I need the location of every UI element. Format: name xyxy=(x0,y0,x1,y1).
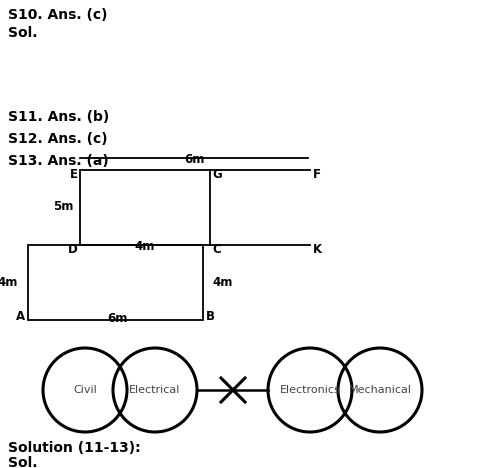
Text: 5m: 5m xyxy=(53,200,73,213)
Bar xyxy=(80,170,210,245)
Text: B: B xyxy=(206,310,215,323)
Bar xyxy=(28,245,203,320)
Text: 4m: 4m xyxy=(0,277,18,290)
Text: A: A xyxy=(16,310,25,323)
Text: Civil: Civil xyxy=(73,385,97,395)
Text: Mechanical: Mechanical xyxy=(348,385,412,395)
Text: S13. Ans. (a): S13. Ans. (a) xyxy=(8,154,109,168)
Text: 4m: 4m xyxy=(212,277,232,290)
Text: S12. Ans. (c): S12. Ans. (c) xyxy=(8,132,107,146)
Text: Solution (11-13):: Solution (11-13): xyxy=(8,441,141,455)
Text: 6m: 6m xyxy=(184,153,204,166)
Text: Electrical: Electrical xyxy=(129,385,181,395)
Text: S10. Ans. (c): S10. Ans. (c) xyxy=(8,8,107,22)
Text: C: C xyxy=(212,243,221,256)
Text: Electronics: Electronics xyxy=(280,385,340,395)
Text: Sol.: Sol. xyxy=(8,456,38,468)
Text: Sol.: Sol. xyxy=(8,26,38,40)
Text: 6m: 6m xyxy=(107,312,127,325)
Text: F: F xyxy=(313,168,321,181)
Text: G: G xyxy=(212,168,222,181)
Text: 4m: 4m xyxy=(135,240,155,253)
Text: E: E xyxy=(70,168,78,181)
Text: S11. Ans. (b): S11. Ans. (b) xyxy=(8,110,109,124)
Text: D: D xyxy=(68,243,78,256)
Text: K: K xyxy=(313,243,322,256)
